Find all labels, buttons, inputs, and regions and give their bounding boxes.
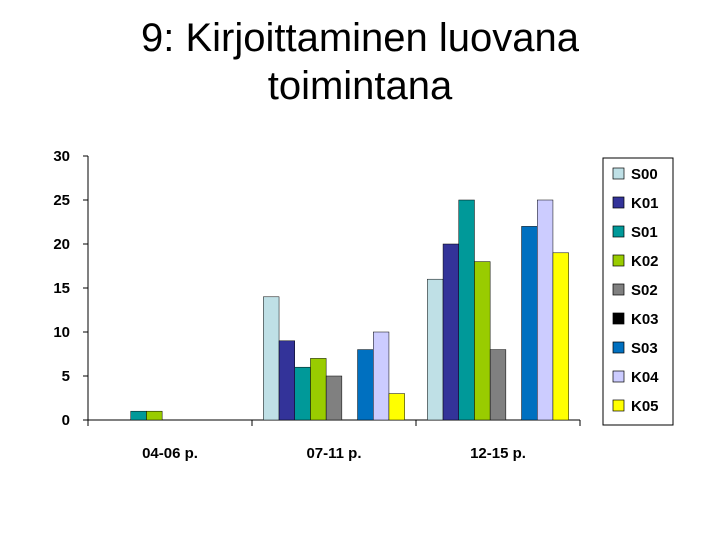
y-tick-label: 15 xyxy=(53,280,70,297)
chart-title: 9: Kirjoittaminen luovana toimintana xyxy=(140,16,580,108)
bar-k05-1 xyxy=(388,393,405,421)
bar-k04-2 xyxy=(537,199,554,421)
y-tick-label: 20 xyxy=(53,236,70,253)
y-tick-label: 30 xyxy=(53,148,70,165)
legend-label-s02: S02 xyxy=(631,282,658,299)
bar-s03-1 xyxy=(357,349,374,421)
legend-swatch-k03 xyxy=(612,312,625,325)
bar-k01-1 xyxy=(278,340,295,421)
chart-bars xyxy=(130,199,569,421)
legend-swatch-s01 xyxy=(612,225,625,238)
bar-k02-1 xyxy=(310,358,327,421)
y-tick-label: 10 xyxy=(53,324,70,341)
bar-s01-1 xyxy=(294,366,311,421)
bar-k02-0 xyxy=(146,410,163,421)
bar-k02-2 xyxy=(474,261,491,421)
x-tick-label: 07-11 p. xyxy=(306,445,361,462)
legend-swatch-k01 xyxy=(612,196,625,209)
x-tick-label: 04-06 p. xyxy=(142,445,198,462)
bar-k04-1 xyxy=(373,331,390,421)
bar-s02-2 xyxy=(489,349,507,421)
bar-s01-0 xyxy=(130,410,147,421)
legend-label-k01: K01 xyxy=(631,195,659,212)
bar-s02-1 xyxy=(325,375,343,421)
legend-label-k04: K04 xyxy=(631,369,659,386)
y-tick-label: 0 xyxy=(62,412,70,429)
bar-s01-2 xyxy=(458,199,475,421)
legend-label-k03: K03 xyxy=(631,311,659,328)
legend-swatch-s02 xyxy=(612,283,625,296)
bar-k01-2 xyxy=(442,243,459,421)
legend-label-s00: S00 xyxy=(631,166,658,183)
y-tick-label: 5 xyxy=(62,368,70,385)
legend-label-k05: K05 xyxy=(631,398,659,415)
x-tick-label: 12-15 p. xyxy=(470,445,526,462)
bar-k05-2 xyxy=(552,252,569,421)
legend-swatch-k04 xyxy=(612,370,625,383)
bar-s00-2 xyxy=(427,278,444,421)
legend-swatch-k02 xyxy=(612,254,625,267)
bar-s00-1 xyxy=(263,296,280,421)
legend-swatch-s03 xyxy=(612,341,625,354)
legend-label-s03: S03 xyxy=(631,340,658,357)
legend-swatch-s00 xyxy=(612,167,625,180)
legend-label-s01: S01 xyxy=(631,224,658,241)
chart-axes: 0 5 10 15 20 25 30 04-06 p. 07-11 p. 12-15 p. xyxy=(53,148,581,462)
legend-label-k02: K02 xyxy=(631,253,659,270)
chart-legend: S00 K01 S01 K02 S02 K03 S03 K04 K05 xyxy=(602,157,674,426)
y-tick-label: 25 xyxy=(53,192,70,209)
legend-swatch-k05 xyxy=(612,399,625,412)
bar-s03-2 xyxy=(521,226,538,421)
